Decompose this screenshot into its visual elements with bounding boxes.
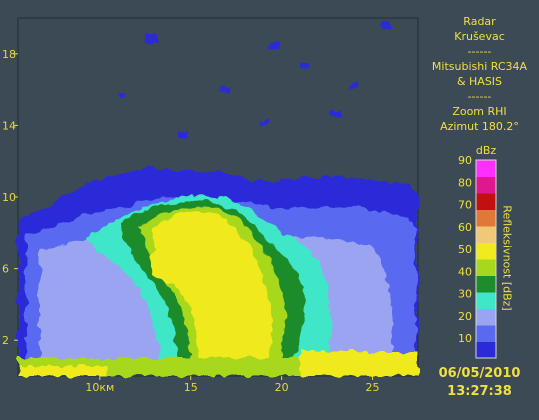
- legend-level-label: 80: [458, 176, 472, 189]
- legend-swatch: [476, 242, 496, 260]
- info-line: Radar: [463, 15, 496, 28]
- legend-unit: dBz: [475, 144, 497, 157]
- legend-swatch: [476, 259, 496, 276]
- x-tick-label: 20: [275, 381, 289, 394]
- legend-level-label: 70: [458, 199, 472, 212]
- y-tick-label: 6: [2, 263, 9, 276]
- info-line: Kruševac: [454, 30, 505, 43]
- legend-swatch: [476, 176, 496, 194]
- rhi-plot: 10км 15 20 25 2 6 10 14 18: [2, 17, 419, 394]
- radar-info: Radar Kruševac ------ Mitsubishi RC34A &…: [420, 14, 539, 134]
- info-line: Zoom RHI: [452, 105, 507, 118]
- axis-ticks: 10км 15 20 25 2 6 10 14 18: [2, 48, 380, 394]
- legend-level-label: 50: [458, 243, 472, 256]
- y-tick-label: 10: [2, 191, 16, 204]
- y-tick-label: 14: [2, 119, 16, 132]
- x-tick-label: 25: [366, 381, 380, 394]
- info-line: & HASIS: [456, 75, 503, 88]
- legend-level-label: 40: [458, 265, 472, 278]
- legend-swatch: [476, 160, 496, 177]
- info-line: Azimut 180.2°: [440, 120, 519, 133]
- legend-level-label: 60: [458, 221, 472, 234]
- y-tick-label: 18: [2, 48, 16, 61]
- legend-level-label: 30: [458, 288, 472, 301]
- legend-swatch: [476, 325, 496, 342]
- info-line: ------: [467, 45, 492, 58]
- y-tick-label: 2: [2, 334, 9, 347]
- x-tick-label: 10км: [85, 381, 114, 394]
- legend-swatch: [476, 209, 496, 227]
- legend-frame: [475, 159, 497, 359]
- legend-swatch: [476, 292, 496, 309]
- info-line: Mitsubishi RC34A: [431, 60, 528, 73]
- legend-level-label: 10: [458, 332, 472, 345]
- legend-swatch: [476, 193, 496, 210]
- scan-date: 06/05/2010: [438, 366, 521, 381]
- legend-swatch: [476, 275, 496, 293]
- info-line: ------: [467, 90, 492, 103]
- scan-time: 13:27:38: [447, 384, 512, 399]
- reflectivity-field: [18, 22, 418, 376]
- x-tick-label: 15: [184, 381, 198, 394]
- legend-swatch: [476, 308, 496, 326]
- legend-side-label: Refleksivnost [dBz]: [500, 205, 514, 311]
- legend-level-label: 90: [458, 154, 472, 167]
- legend-level-label: 20: [458, 310, 472, 323]
- legend-swatch: [476, 341, 496, 359]
- legend-swatch: [476, 226, 496, 243]
